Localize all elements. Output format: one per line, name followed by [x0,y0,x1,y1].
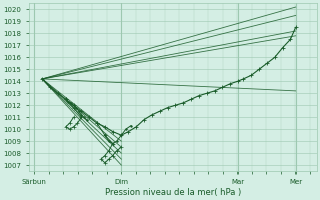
X-axis label: Pression niveau de la mer( hPa ): Pression niveau de la mer( hPa ) [105,188,241,197]
